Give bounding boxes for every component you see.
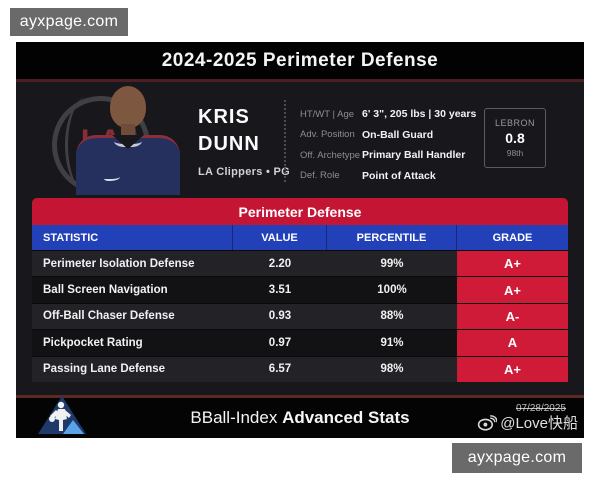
table-row: Perimeter Isolation Defense 2.20 99% A+ — [32, 250, 568, 277]
stat-name: Passing Lane Defense — [43, 363, 166, 376]
lebron-metric-box: LEBRON 0.8 98th — [484, 108, 546, 168]
stat-name: Off-Ball Chaser Defense — [43, 310, 175, 323]
card-footer: BBall-Index Advanced Stats 07/28/2025 @L… — [16, 395, 584, 438]
col-header-value: VALUE — [233, 225, 327, 250]
stat-name: Perimeter Isolation Defense — [43, 257, 195, 270]
table-row: Ball Screen Navigation 3.51 100% A+ — [32, 276, 568, 303]
bio-value: On-Ball Guard — [362, 128, 434, 141]
player-team-position: LA Clippers • PG — [198, 166, 290, 178]
stat-value: 6.57 — [268, 363, 292, 376]
lebron-value: 0.8 — [505, 130, 525, 146]
card-title: 2024-2025 Perimeter Defense — [161, 49, 439, 71]
footer-brand-suffix: Advanced Stats — [282, 408, 410, 427]
weibo-watermark: 07/28/2025 @Love快船 — [477, 404, 578, 431]
stat-grade: A- — [457, 303, 568, 330]
stat-grade: A+ — [457, 356, 568, 382]
table-title-bar: Perimeter Defense — [32, 198, 568, 225]
bio-value: 6' 3", 205 lbs | 30 years — [362, 108, 477, 121]
stat-percentile: 100% — [377, 284, 407, 297]
bio-label: Off. Archetype — [300, 149, 361, 161]
site-watermark-top-text: ayxpage.com — [19, 13, 119, 30]
stat-percentile: 98% — [380, 363, 404, 376]
stat-percentile: 88% — [380, 310, 404, 323]
player-name-block: KRIS DUNN LA Clippers • PG — [198, 104, 290, 178]
stat-value: 2.20 — [268, 257, 292, 270]
stat-grade: A+ — [457, 277, 568, 303]
bio-divider — [284, 100, 286, 182]
player-bio: HT/WT | Age 6' 3", 205 lbs | 30 years Ad… — [300, 104, 482, 186]
table-row: Off-Ball Chaser Defense 0.93 88% A- — [32, 302, 568, 330]
perimeter-defense-table: Perimeter Defense STATISTIC VALUE PERCEN… — [32, 198, 568, 382]
card-header: 2024-2025 Perimeter Defense — [16, 42, 584, 82]
table-row: Pickpocket Rating 0.97 91% A — [32, 329, 568, 356]
stat-value: 3.51 — [268, 284, 292, 297]
col-header-percentile: PERCENTILE — [327, 225, 457, 250]
jersey-swoosh-icon — [104, 174, 120, 181]
weibo-icon — [478, 415, 498, 431]
player-section: LA KRIS DUNN LA Clippers • PG HT/WT | Ag… — [16, 82, 584, 195]
table-row: Passing Lane Defense 6.57 98% A+ — [32, 355, 568, 382]
col-header-statistic: STATISTIC — [32, 225, 233, 250]
stat-grade: A — [457, 330, 568, 356]
footer-brand: BBall-Index Advanced Stats — [190, 408, 409, 428]
bio-row: Adv. Position On-Ball Guard — [300, 125, 482, 146]
player-first-name: KRIS — [198, 106, 250, 128]
bio-row: Off. Archetype Primary Ball Handler — [300, 145, 482, 166]
stat-percentile: 99% — [380, 257, 404, 270]
bio-label: HT/WT | Age — [300, 108, 355, 120]
site-watermark-top: ayxpage.com — [10, 8, 128, 36]
lebron-label: LEBRON — [494, 118, 535, 128]
watermark-date: 07/28/2025 — [515, 403, 566, 414]
bio-row: Def. Role Point of Attack — [300, 166, 482, 187]
player-photo — [68, 82, 188, 195]
site-watermark-bottom-text: ayxpage.com — [467, 449, 567, 466]
bball-index-logo-icon — [38, 396, 86, 434]
bio-value: Point of Attack — [362, 169, 436, 182]
stat-percentile: 91% — [380, 336, 404, 349]
table-title: Perimeter Defense — [238, 203, 362, 220]
stat-name: Pickpocket Rating — [43, 336, 143, 349]
table-header-row: STATISTIC VALUE PERCENTILE GRADE — [32, 225, 568, 250]
footer-brand-name: BBall-Index — [190, 408, 278, 427]
basketball-seam-left — [65, 97, 111, 193]
stat-grade: A+ — [457, 251, 568, 277]
stat-value: 0.93 — [268, 310, 292, 323]
watermark-handle: @Love快船 — [500, 414, 578, 432]
bio-label: Def. Role — [300, 170, 340, 182]
site-watermark-bottom: ayxpage.com — [452, 443, 582, 473]
stat-name: Ball Screen Navigation — [43, 284, 168, 297]
stats-card: 2024-2025 Perimeter Defense LA KRIS DUNN — [16, 42, 584, 438]
bio-value: Primary Ball Handler — [362, 149, 466, 162]
bio-row: HT/WT | Age 6' 3", 205 lbs | 30 years — [300, 104, 482, 125]
bio-label: Adv. Position — [300, 129, 355, 141]
player-last-name: DUNN — [198, 133, 260, 155]
jersey-neckline — [112, 135, 144, 149]
player-head — [110, 86, 146, 128]
stat-value: 0.97 — [268, 336, 292, 349]
col-header-grade: GRADE — [492, 231, 533, 244]
lebron-percentile: 98th — [506, 148, 524, 158]
